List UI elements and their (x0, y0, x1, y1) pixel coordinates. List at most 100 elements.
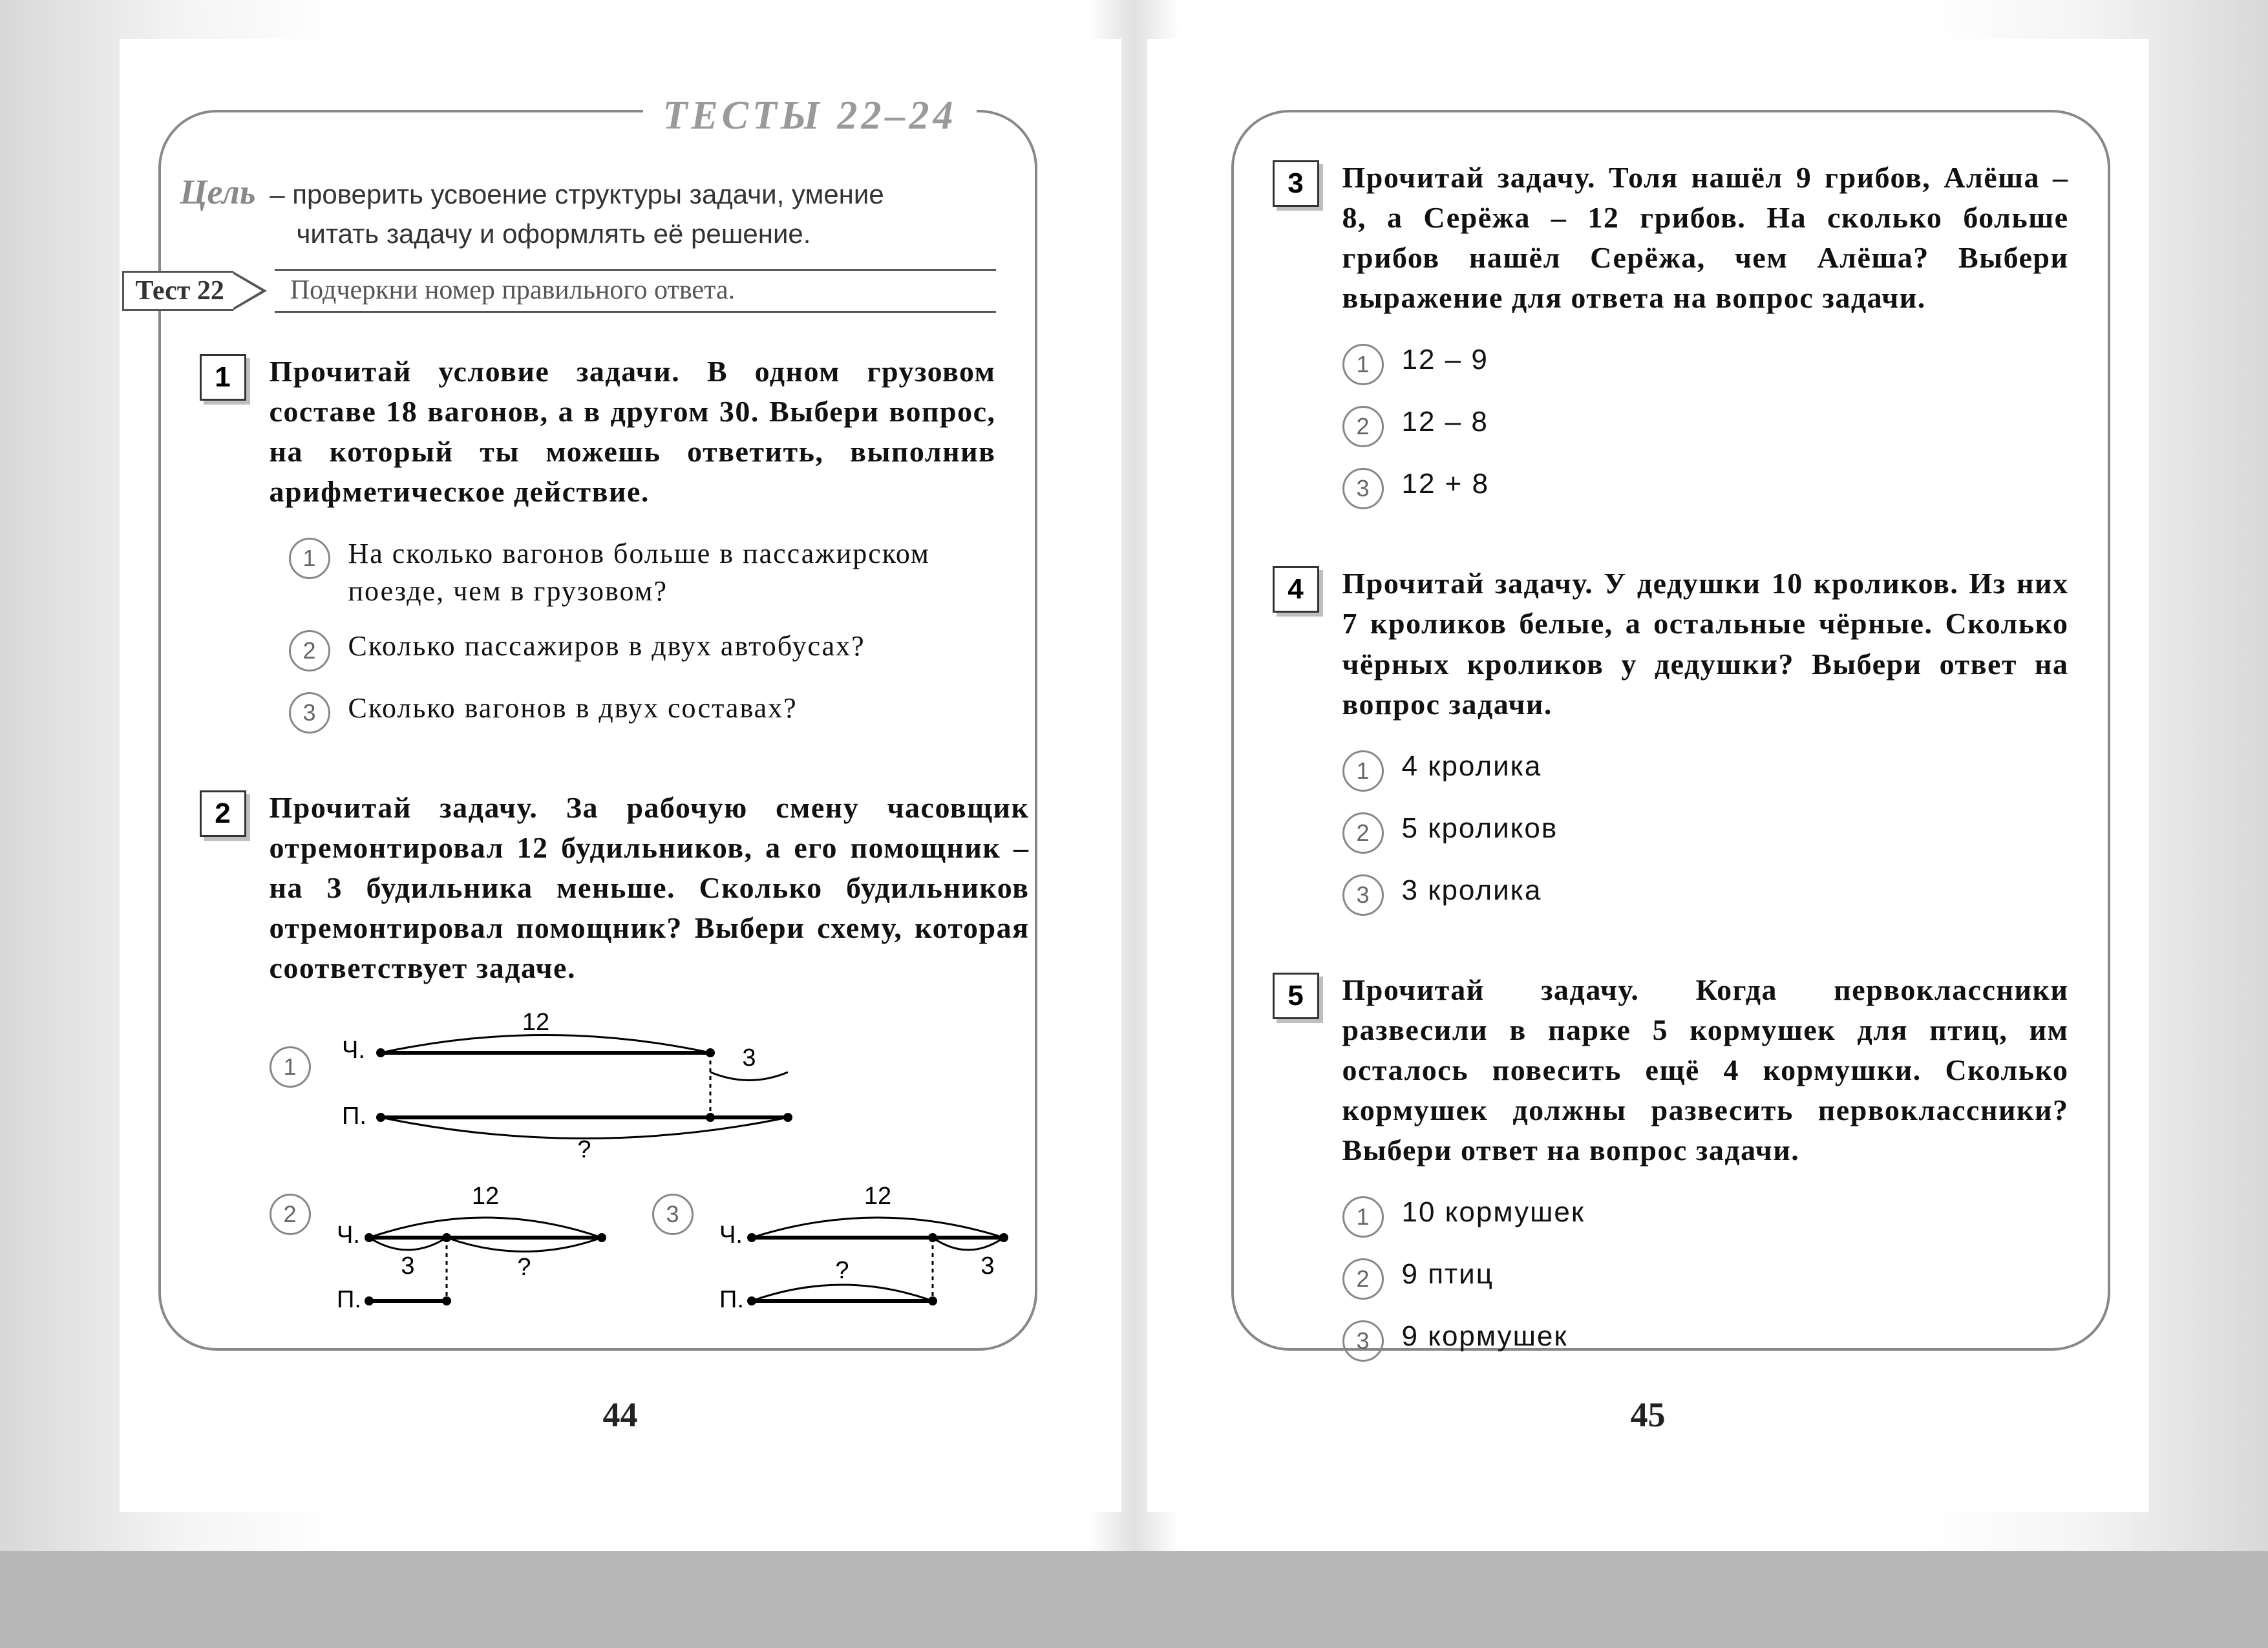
instruction-row: Тест 22 Подчеркни номер правильного отве… (200, 269, 996, 313)
question-number-badge: 5 (1273, 973, 1319, 1019)
answer-option[interactable]: 1 На сколько вагонов больше в пассажирск… (289, 535, 996, 609)
diagram-block: 1 Ч. 12 (270, 1008, 1030, 1327)
answer-circle: 1 (289, 538, 330, 579)
answer-text: На сколько вагонов больше в пассажирском… (348, 535, 996, 609)
answer-circle: 2 (270, 1194, 311, 1235)
question-1: 1 Прочитай условие задачи. В одном грузо… (200, 352, 996, 752)
answer-text: 3 кролика (1402, 872, 1542, 909)
book-spread: ТЕСТЫ 22–24 Цель – проверить усвоение ст… (0, 0, 2268, 1551)
question-number-badge: 1 (200, 354, 246, 401)
label-12: 12 (522, 1009, 549, 1036)
instruction-text: Подчеркни номер правильного ответа. (275, 269, 996, 313)
goal-text-line2: читать задачу и оформлять её решение. (297, 217, 996, 251)
answer-option[interactable]: 2 Сколько пассажиров в двух автобусах? (289, 628, 996, 671)
answer-text: 10 кормушек (1402, 1194, 1585, 1231)
answer-text: 4 кролика (1402, 748, 1542, 785)
question-number-badge: 4 (1273, 566, 1319, 613)
answer-circle: 1 (270, 1046, 311, 1088)
label-ch: Ч. (719, 1221, 743, 1249)
answer-option[interactable]: 2 5 кроликов (1342, 810, 2069, 854)
goal-text-line1: – проверить усвоение структуры задачи, у… (270, 179, 884, 209)
answer-circle: 3 (652, 1194, 694, 1235)
label-p: П. (337, 1286, 361, 1313)
label-q: ? (577, 1136, 591, 1163)
diagram-option-3[interactable]: 3 Ч. 12 3 (652, 1178, 1030, 1327)
question-4: 4 Прочитай задачу. У дедушки 10 кроликов… (1273, 564, 2069, 933)
answer-text: Сколько пассажиров в двух автобусах? (348, 628, 865, 664)
label-p: П. (342, 1103, 366, 1130)
segment-diagram-2: Ч. 12 3 ? (317, 1178, 628, 1327)
answer-circle: 2 (1342, 1258, 1384, 1300)
answer-text: 12 – 9 (1402, 341, 1489, 378)
answer-circle: 1 (1342, 1196, 1384, 1238)
answer-option[interactable]: 1 4 кролика (1342, 748, 2069, 792)
answer-list: 1 12 – 9 2 12 – 8 3 12 + 8 (1342, 341, 2069, 509)
question-number-badge: 3 (1273, 160, 1319, 207)
tests-title: ТЕСТЫ 22–24 (643, 93, 976, 139)
question-5: 5 Прочитай задачу. Когда первоклассники … (1273, 970, 2069, 1380)
question-2: 2 Прочитай задачу. За рабочую смену часо… (200, 788, 996, 1342)
answer-option[interactable]: 3 Сколько вагонов в двух составах? (289, 690, 996, 734)
question-text: Прочитай задачу. Толя нашёл 9 грибов, Ал… (1342, 158, 2069, 318)
answer-text: 9 птиц (1402, 1256, 1494, 1293)
answer-circle: 2 (289, 630, 330, 671)
answer-text: 12 + 8 (1402, 465, 1490, 502)
label-ch: Ч. (337, 1221, 360, 1249)
question-text: Прочитай условие задачи. В одном грузово… (270, 352, 996, 512)
answer-circle: 1 (1342, 750, 1384, 792)
question-number-badge: 2 (200, 790, 246, 837)
label-3: 3 (742, 1044, 756, 1072)
answer-text: 5 кроликов (1402, 810, 1558, 847)
answer-circle: 3 (289, 692, 330, 734)
answer-option[interactable]: 2 9 птиц (1342, 1256, 2069, 1300)
question-body: Прочитай задачу. За рабочую смену часовщ… (270, 788, 1030, 1342)
diagram-row-2-3: 2 Ч. 12 3 (270, 1178, 1030, 1327)
label-3: 3 (980, 1252, 994, 1280)
label-12: 12 (864, 1183, 891, 1210)
label-3: 3 (401, 1252, 414, 1280)
page-left: ТЕСТЫ 22–24 Цель – проверить усвоение ст… (120, 39, 1121, 1512)
pencil-icon: Тест 22 (122, 271, 267, 311)
page-frame-left: ТЕСТЫ 22–24 Цель – проверить усвоение ст… (158, 110, 1037, 1351)
label-p: П. (719, 1286, 744, 1313)
test-number-label: Тест 22 (122, 271, 233, 311)
answer-circle: 3 (1342, 1320, 1384, 1362)
page-right: 3 Прочитай задачу. Толя нашёл 9 грибов, … (1147, 39, 2149, 1512)
pencil-tip-icon (233, 271, 267, 310)
answer-option[interactable]: 3 9 кормушек (1342, 1318, 2069, 1362)
answer-circle: 1 (1342, 344, 1384, 385)
segment-diagram-3: Ч. 12 3 П. (700, 1178, 1030, 1327)
question-body: Прочитай задачу. У дедушки 10 кроликов. … (1342, 564, 2069, 933)
answer-text: 12 – 8 (1402, 403, 1489, 440)
answer-circle: 2 (1342, 406, 1384, 447)
label-q: ? (835, 1257, 849, 1284)
question-3: 3 Прочитай задачу. Толя нашёл 9 грибов, … (1273, 158, 2069, 527)
question-text: Прочитай задачу. У дедушки 10 кроликов. … (1342, 564, 2069, 724)
diagram-option-2[interactable]: 2 Ч. 12 3 (270, 1178, 628, 1327)
segment-diagram-1: Ч. 12 3 П. (323, 1008, 853, 1163)
page-number-left: 44 (120, 1395, 1121, 1435)
answer-list: 1 На сколько вагонов больше в пассажирск… (289, 535, 996, 733)
answer-text: 9 кормушек (1402, 1318, 1568, 1355)
question-body: Прочитай задачу. Толя нашёл 9 грибов, Ал… (1342, 158, 2069, 527)
goal-row: Цель – проверить усвоение структуры зада… (200, 171, 996, 251)
question-body: Прочитай задачу. Когда первоклассники ра… (1342, 970, 2069, 1380)
label-12: 12 (471, 1183, 498, 1210)
goal-label: Цель (180, 173, 256, 211)
diagram-option-1[interactable]: 1 Ч. 12 (270, 1008, 1030, 1163)
answer-list: 1 10 кормушек 2 9 птиц 3 9 кормушек (1342, 1194, 2069, 1362)
answer-option[interactable]: 1 10 кормушек (1342, 1194, 2069, 1238)
question-body: Прочитай условие задачи. В одном грузово… (270, 352, 996, 752)
page-frame-right: 3 Прочитай задачу. Толя нашёл 9 грибов, … (1231, 110, 2110, 1351)
answer-circle: 3 (1342, 874, 1384, 916)
page-number-right: 45 (1147, 1395, 2149, 1435)
answer-list: 1 4 кролика 2 5 кроликов 3 3 кролика (1342, 748, 2069, 916)
answer-option[interactable]: 1 12 – 9 (1342, 341, 2069, 385)
answer-option[interactable]: 3 12 + 8 (1342, 465, 2069, 509)
answer-option[interactable]: 2 12 – 8 (1342, 403, 2069, 447)
label-q: ? (517, 1254, 531, 1281)
label-ch: Ч. (342, 1037, 365, 1064)
question-text: Прочитай задачу. Когда первоклассники ра… (1342, 970, 2069, 1170)
answer-option[interactable]: 3 3 кролика (1342, 872, 2069, 916)
question-text: Прочитай задачу. За рабочую смену часовщ… (270, 788, 1030, 988)
